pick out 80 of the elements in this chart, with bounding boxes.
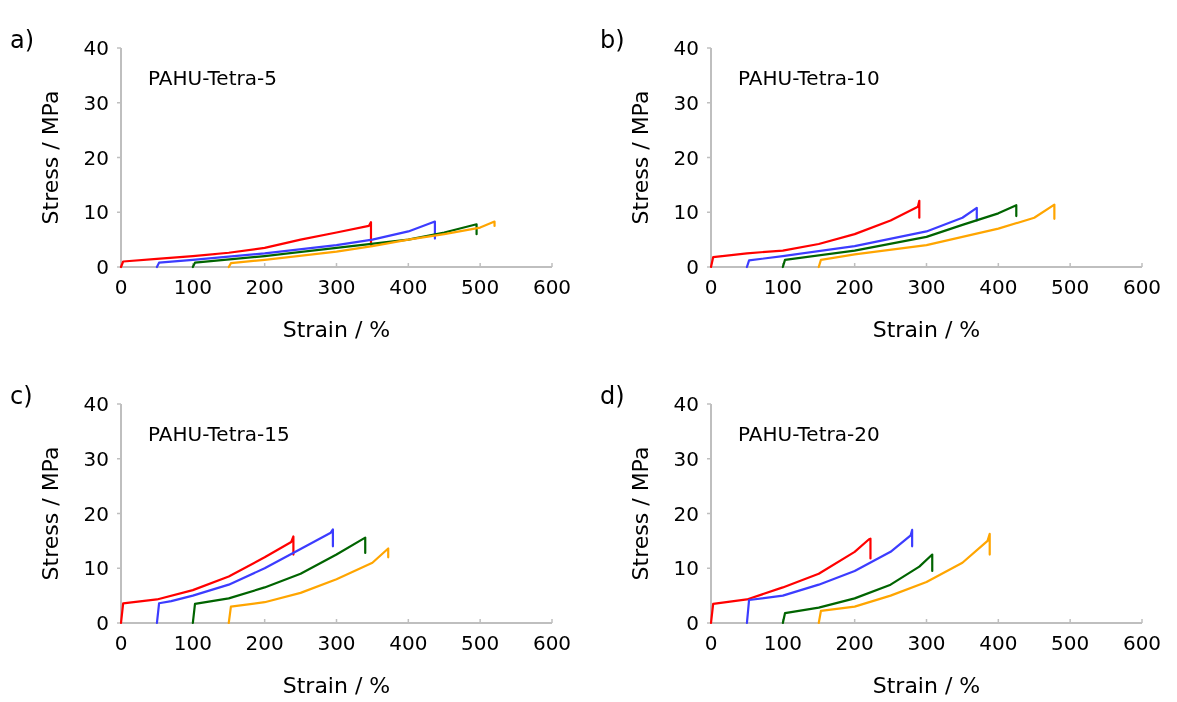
line-series [191,536,367,625]
y-tick-label: 30 [673,446,699,471]
text: b) [600,26,625,54]
line-series [119,535,295,625]
x-axis-title: Strain / % [872,317,981,342]
line-series [119,221,373,269]
x-tick-label: 100 [763,631,802,655]
y-tick-label: 30 [83,446,109,471]
x-tick-label: 600 [1122,275,1162,299]
text: c) [10,382,33,410]
x-tick-label: 0 [704,275,718,299]
x-tick-label: 500 [1051,275,1090,299]
x-tick-label: 100 [173,275,212,299]
x-tick-label: 400 [979,631,1018,655]
x-tick-label: 600 [532,275,572,299]
x-axis-title: Strain / % [282,317,391,342]
x-axis-title: Strain / % [282,673,391,698]
line-series [817,532,991,625]
y-tick-label: 40 [83,392,109,416]
line-series [781,553,934,625]
x-tick-label: 400 [389,631,428,655]
line-series [155,528,335,625]
line-series [227,547,390,625]
x-tick-label: 300 [907,275,946,299]
y-tick-label: 0 [96,611,109,635]
x-tick-label: 300 [907,631,946,655]
y-tick-label: 10 [673,200,699,225]
y-tick-label: 10 [673,556,699,581]
line-series [191,223,478,269]
line-series [709,537,872,625]
line-series [155,220,437,269]
y-tick-label: 40 [673,392,699,416]
x-tick-label: 300 [317,631,356,655]
y-tick-label: 40 [673,36,699,60]
y-tick-label: 20 [83,501,109,526]
line-series [227,220,496,269]
x-tick-label: 200 [245,275,284,299]
y-tick-label: 20 [673,501,699,526]
y-tick-label: 20 [83,145,109,170]
x-tick-label: 0 [704,631,718,655]
line-series [781,204,1018,269]
y-axis-title: Stress / MPa [628,90,653,225]
text: PAHU-Tetra-10 [738,66,880,90]
text: a) [10,26,35,54]
line-series [745,528,914,625]
x-tick-label: 100 [173,631,212,655]
x-tick-label: 0 [114,631,128,655]
x-tick-label: 300 [317,275,356,299]
x-tick-label: 600 [1122,631,1162,655]
x-tick-label: 600 [532,631,572,655]
y-tick-label: 0 [686,611,699,635]
x-tick-label: 500 [461,275,500,299]
text: d) [600,382,625,410]
y-tick-label: 30 [83,90,109,115]
line-series [745,206,978,269]
x-tick-label: 0 [114,275,128,299]
x-tick-label: 500 [1051,631,1090,655]
y-tick-label: 20 [673,145,699,170]
y-tick-label: 40 [83,36,109,60]
x-tick-label: 200 [245,631,284,655]
x-tick-label: 200 [835,275,874,299]
x-tick-label: 200 [835,631,874,655]
x-tick-label: 400 [979,275,1018,299]
text: PAHU-Tetra-20 [738,422,880,446]
y-axis-title: Stress / MPa [38,446,63,581]
line-series [817,203,1056,269]
line-series [709,199,921,269]
y-tick-label: 10 [83,556,109,581]
text: PAHU-Tetra-5 [148,66,277,90]
y-tick-label: 10 [83,200,109,225]
text: PAHU-Tetra-15 [148,422,290,446]
y-axis-title: Stress / MPa [38,90,63,225]
x-axis-title: Strain / % [872,673,981,698]
x-tick-label: 500 [461,631,500,655]
x-tick-label: 400 [389,275,428,299]
y-tick-label: 0 [96,255,109,279]
x-tick-label: 100 [763,275,802,299]
y-axis-title: Stress / MPa [628,446,653,581]
y-tick-label: 30 [673,90,699,115]
y-tick-label: 0 [686,255,699,279]
